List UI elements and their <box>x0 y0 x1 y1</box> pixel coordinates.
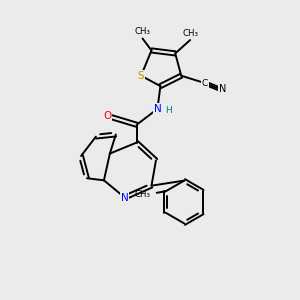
Text: N: N <box>154 104 161 114</box>
Text: C: C <box>202 79 208 88</box>
Text: N: N <box>121 193 129 203</box>
Text: CH₃: CH₃ <box>182 29 198 38</box>
Text: H: H <box>165 106 172 115</box>
Text: O: O <box>103 111 112 121</box>
Text: CH₃: CH₃ <box>135 190 151 199</box>
Text: CH₃: CH₃ <box>135 27 151 36</box>
Text: S: S <box>138 71 144 81</box>
Text: N: N <box>219 84 226 94</box>
